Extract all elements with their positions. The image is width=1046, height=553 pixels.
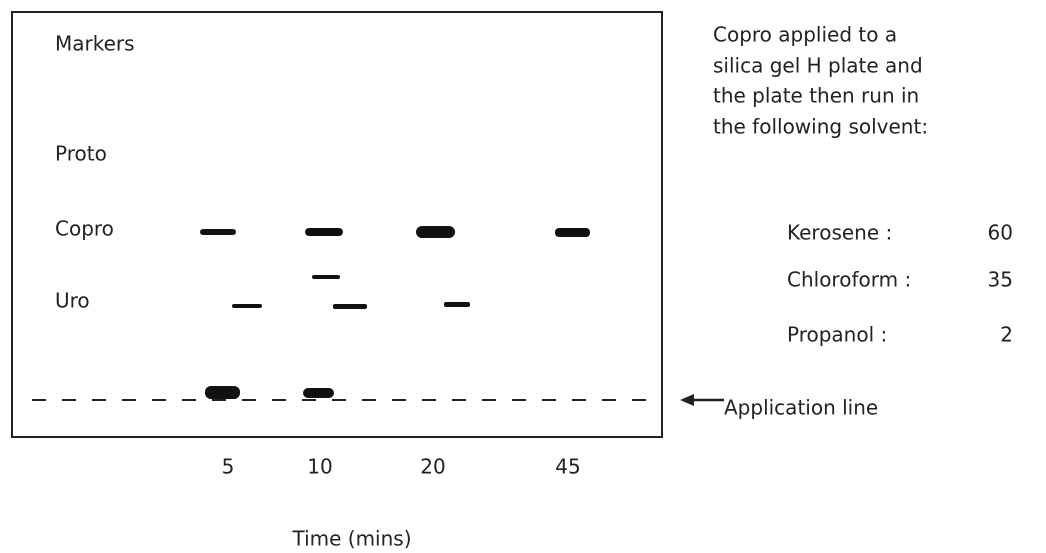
axis-label: Time (mins) [291, 527, 411, 551]
marker-label: Copro [55, 217, 114, 241]
bands [200, 226, 590, 399]
solvent-amount: 60 [988, 221, 1013, 245]
arrow [680, 394, 724, 406]
marker-label: Uro [55, 289, 90, 313]
tlc-figure: Markers Proto Copro Uro 5 10 20 45 Time … [0, 0, 1046, 553]
lane-label: 45 [555, 455, 580, 479]
solvent-amount: 35 [988, 268, 1013, 292]
description-line: the plate then run in [713, 84, 919, 108]
solvent-name: Kerosene : [787, 221, 892, 245]
band [232, 304, 262, 308]
marker-title: Markers [55, 32, 135, 56]
description-line: silica gel H plate and [713, 54, 923, 78]
band [305, 228, 343, 236]
band [205, 386, 240, 399]
description-line: the following solvent: [713, 115, 928, 139]
description-line: Copro applied to a [713, 23, 897, 47]
band [200, 229, 236, 235]
band [555, 228, 590, 237]
solvent-name: Chloroform : [787, 268, 911, 292]
band [444, 302, 470, 307]
band [416, 226, 455, 238]
band [312, 275, 340, 279]
solvent-amount: 2 [1000, 323, 1013, 347]
lane-label: 10 [307, 455, 332, 479]
lane-label: 20 [420, 455, 445, 479]
band [303, 388, 334, 398]
lane-label: 5 [222, 455, 235, 479]
application-label: Application line [724, 396, 878, 420]
band [333, 304, 367, 309]
marker-label: Proto [55, 142, 107, 166]
solvent-name: Propanol : [787, 323, 887, 347]
